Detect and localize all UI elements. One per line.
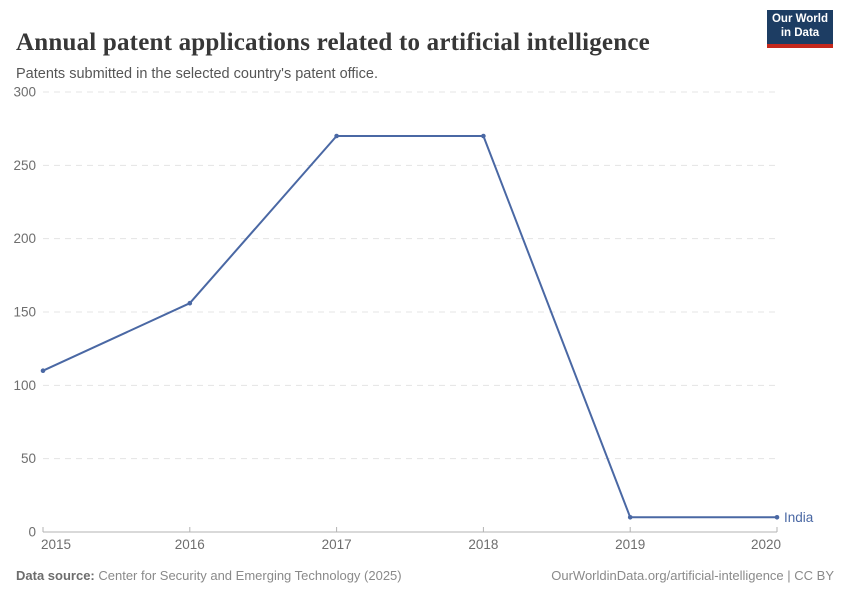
owid-logo[interactable]: Our World in Data — [767, 10, 833, 48]
data-line-india[interactable] — [42, 135, 778, 519]
data-source: Data source: Center for Security and Eme… — [16, 568, 402, 583]
chart-footer: Data source: Center for Security and Eme… — [16, 568, 834, 583]
data-point[interactable] — [187, 300, 193, 306]
y-axis-tick-label: 50 — [21, 451, 36, 466]
data-point[interactable] — [774, 515, 780, 520]
data-point[interactable] — [40, 368, 46, 374]
data-source-label: Data source: — [16, 568, 95, 583]
y-axis-tick-label: 100 — [13, 378, 36, 393]
y-axis-tick-label: 300 — [13, 85, 36, 100]
data-point[interactable] — [481, 133, 486, 139]
owid-logo-line1: Our World — [771, 13, 828, 26]
chart-subtitle: Patents submitted in the selected countr… — [16, 65, 378, 82]
y-axis-tick-label: 150 — [13, 305, 36, 320]
data-source-value: Center for Security and Emerging Technol… — [94, 568, 402, 583]
x-axis-tick-label: 2017 — [322, 537, 352, 552]
chart-title: Annual patent applications related to ar… — [16, 28, 650, 56]
owid-logo-line2: in Data — [780, 27, 820, 39]
x-axis-tick-label: 2015 — [41, 537, 71, 552]
y-axis-tick-label: 0 — [28, 525, 36, 540]
attribution-link[interactable]: OurWorldinData.org/artificial-intelligen… — [551, 568, 834, 583]
x-axis-tick-label: 2016 — [175, 537, 205, 552]
x-axis-tick-label: 2018 — [468, 537, 498, 552]
data-point[interactable] — [334, 133, 339, 139]
x-axis-tick-label: 2020 — [751, 537, 781, 552]
y-axis-tick-label: 250 — [13, 158, 36, 173]
y-axis-tick-label: 200 — [13, 231, 36, 246]
data-point[interactable] — [627, 515, 633, 520]
x-axis-tick-label: 2019 — [615, 537, 645, 552]
series-end-label[interactable]: India — [784, 510, 814, 525]
